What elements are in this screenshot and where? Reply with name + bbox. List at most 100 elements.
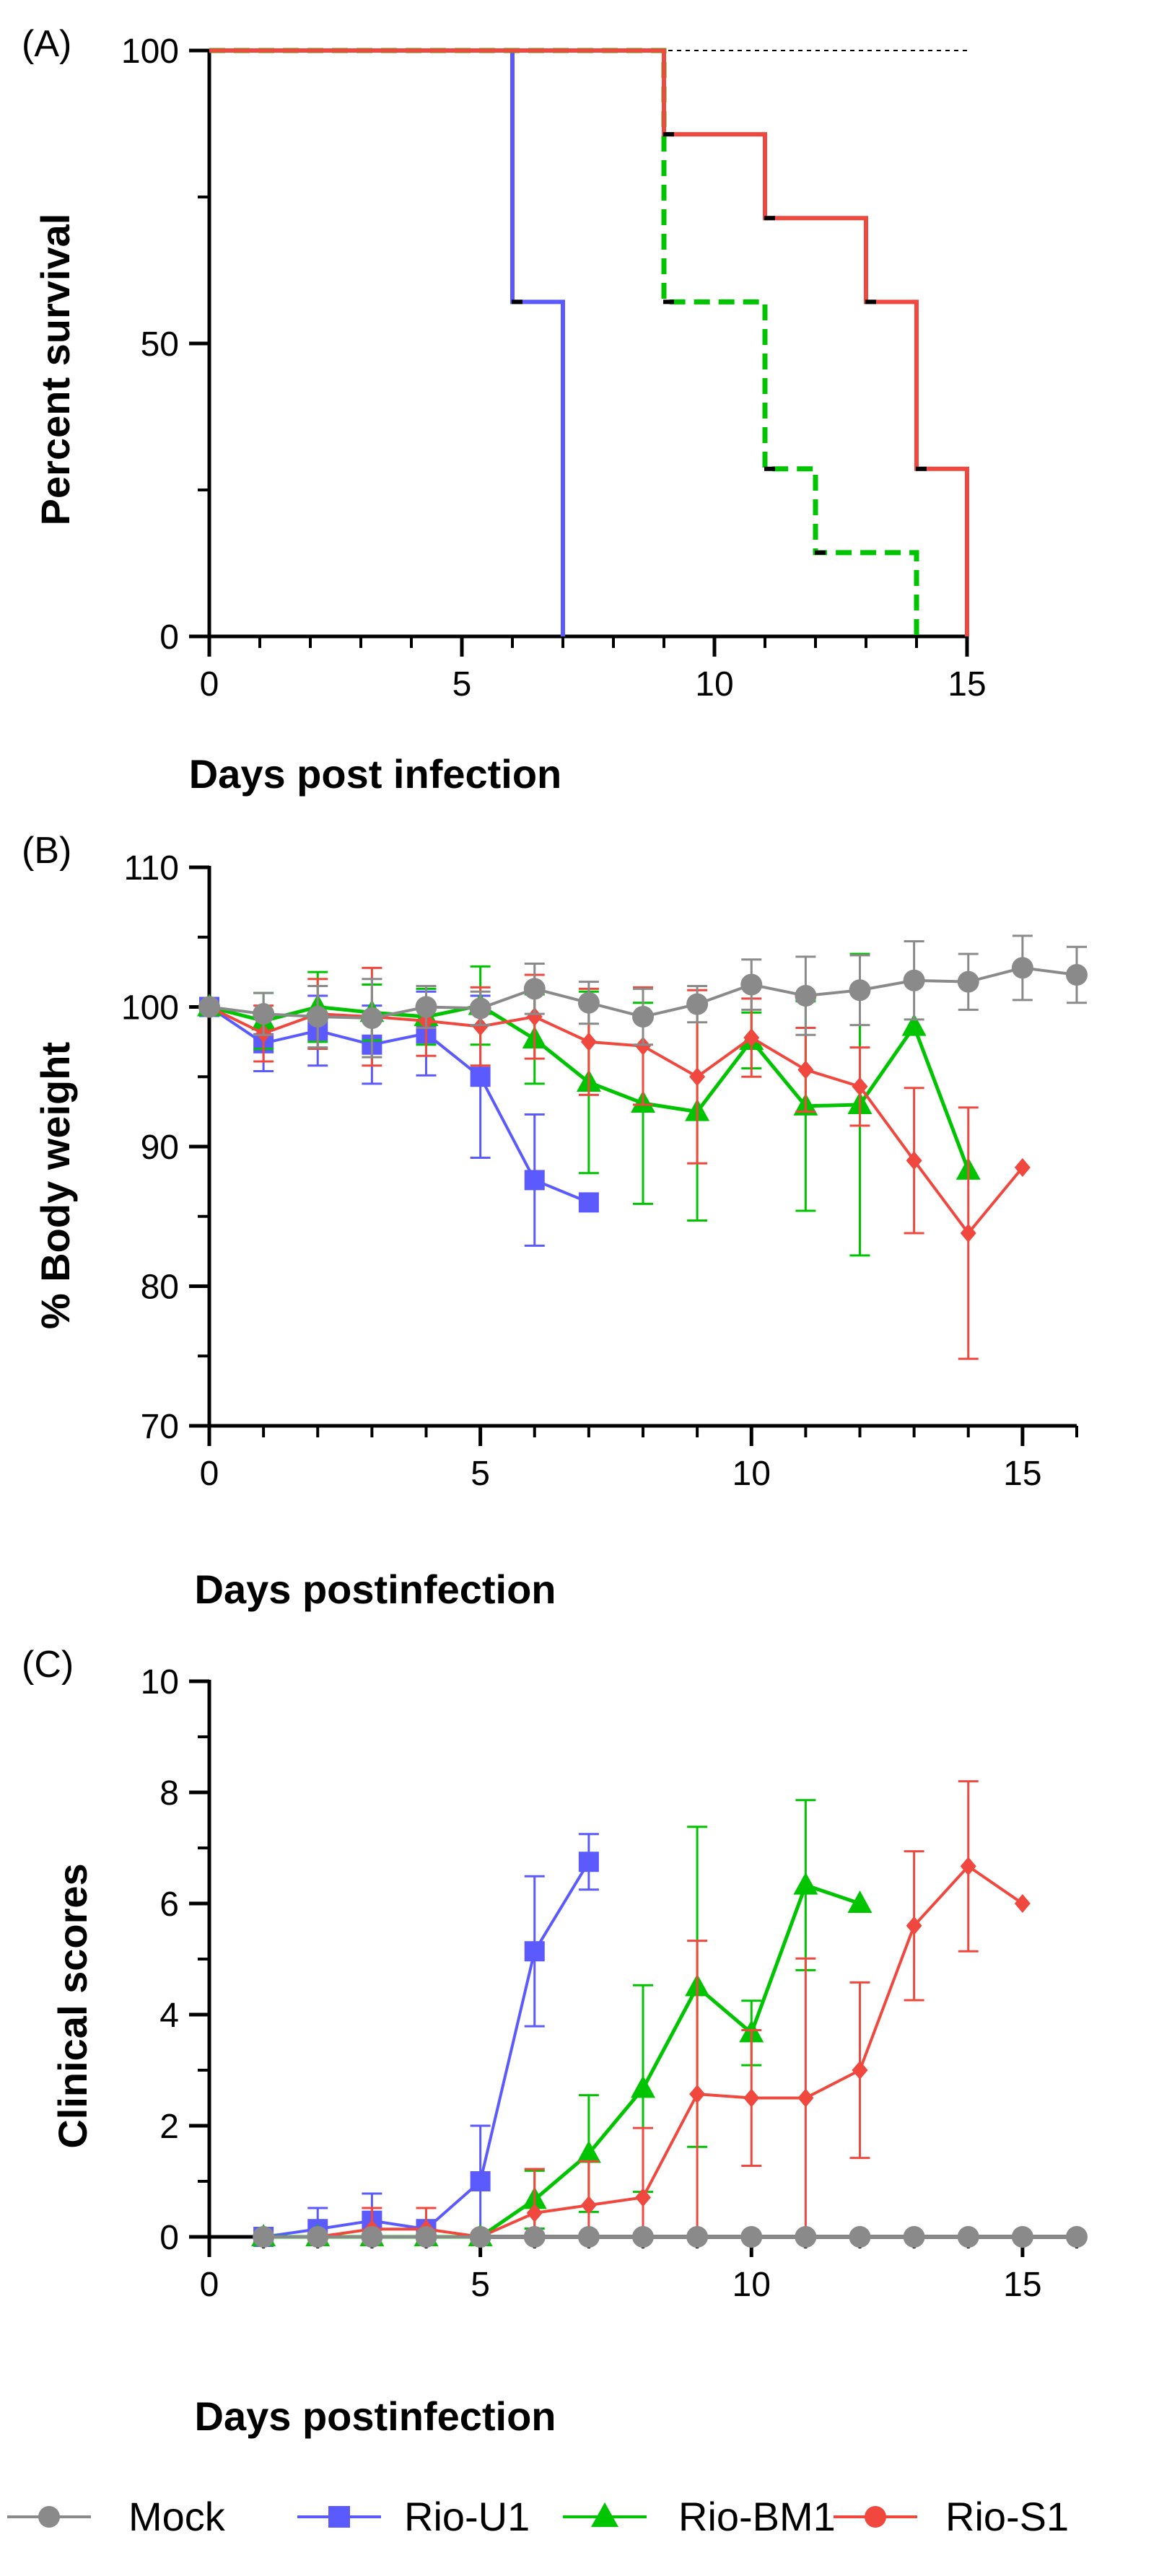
data-point-rio-u1 — [578, 1192, 599, 1213]
data-point-mock — [361, 2226, 383, 2248]
data-point-mock — [903, 2226, 925, 2248]
data-point-rio-u1 — [524, 1941, 545, 1962]
legend-item-rio-u1: Rio-U1 — [297, 2494, 530, 2539]
x-tick-label-survival: 15 — [948, 665, 986, 704]
legend-item-mock: Mock — [7, 2494, 226, 2539]
data-point-mock — [957, 971, 979, 993]
data-point-mock — [849, 979, 871, 1002]
y-tick-label-scores: 2 — [159, 2108, 179, 2146]
data-point-mock — [903, 969, 925, 991]
data-point-mock — [307, 1006, 329, 1028]
data-point-mock — [795, 2226, 817, 2248]
data-point-mock — [632, 1006, 654, 1028]
data-point-mock — [740, 2226, 763, 2248]
data-point-mock — [795, 985, 817, 1007]
legend-label-rio-s1: Rio-S1 — [945, 2494, 1069, 2539]
y-tick-label-weight: 70 — [141, 1408, 179, 1446]
y-tick-label-scores: 6 — [159, 1885, 179, 1924]
x-tick-label-scores: 15 — [1003, 2266, 1041, 2304]
legend-marker-rio-s1 — [865, 2506, 886, 2528]
data-point-mock — [523, 978, 546, 1000]
body-weight-chart-panel: (B) Days postinfection % Body weight 70 8… — [22, 830, 1088, 1612]
y-axis-title-survival: Percent survival — [32, 214, 78, 526]
y-axis-title-scores: Clinical scores — [50, 1863, 95, 2148]
data-point-mock — [1011, 2226, 1033, 2248]
data-point-mock — [307, 2226, 329, 2248]
x-tick-label-scores: 10 — [732, 2266, 771, 2304]
y-tick-label-weight: 110 — [123, 849, 179, 888]
data-point-rio-s1 — [689, 1067, 706, 1087]
data-point-rio-s1 — [472, 1017, 489, 1036]
x-tick-label-weight: 15 — [1003, 1455, 1041, 1493]
data-point-mock — [577, 2226, 600, 2248]
data-point-rio-s1 — [635, 2188, 651, 2207]
y-tick-label-weight: 100 — [121, 989, 179, 1028]
x-tick-label-scores: 5 — [471, 2266, 490, 2304]
data-point-rio-s1 — [797, 2088, 814, 2108]
y-axis-title-weight: % Body weight — [32, 1042, 78, 1329]
x-axis-title-weight: Days postinfection — [195, 1567, 556, 1612]
x-axis-title-survival: Days post infection — [189, 751, 562, 797]
data-point-rio-s1 — [797, 1060, 814, 1079]
data-point-rio-s1 — [526, 2203, 543, 2222]
data-point-rio-s1 — [960, 1857, 976, 1876]
data-point-rio-s1 — [580, 2196, 597, 2215]
x-tick-label-weight: 10 — [732, 1455, 771, 1493]
x-tick-label-survival: 0 — [200, 665, 219, 704]
data-point-rio-s1 — [1014, 1158, 1031, 1178]
data-point-rio-u1 — [470, 1066, 491, 1087]
x-axis-title-scores: Days postinfection — [195, 2393, 556, 2439]
legend-item-rio-bm1: Rio-BM1 — [563, 2494, 836, 2539]
y-tick-label-scores: 0 — [159, 2219, 179, 2257]
survival-line-rio-s1 — [209, 48, 969, 636]
legend-item-rio-s1: Rio-S1 — [834, 2494, 1069, 2539]
y-tick-label-survival: 100 — [121, 32, 179, 71]
data-point-mock — [198, 996, 220, 1018]
y-tick-label-survival: 50 — [141, 325, 179, 364]
data-point-mock — [361, 1007, 383, 1029]
panel-label-c: (C) — [22, 1644, 74, 1686]
data-point-rio-s1 — [852, 2061, 868, 2080]
data-point-mock — [469, 2226, 491, 2248]
clinical-scores-chart-panel: (C) Days postinfection Clinical scores 0… — [22, 1644, 1088, 2439]
data-point-mock — [415, 2226, 437, 2248]
data-point-rio-s1 — [743, 2088, 760, 2108]
data-point-mock — [740, 973, 763, 996]
y-tick-label-scores: 8 — [159, 1774, 179, 1813]
series-line-rio-u1 — [263, 1861, 590, 2238]
data-point-rio-s1 — [635, 1036, 651, 1056]
data-point-rio-bm1 — [847, 1891, 872, 1913]
data-point-rio-u1 — [470, 2171, 491, 2191]
data-point-rio-bm1 — [631, 2075, 655, 2098]
data-point-mock — [253, 1003, 275, 1025]
legend-label-mock: Mock — [128, 2494, 226, 2539]
data-point-mock — [523, 2226, 546, 2248]
survival-line-rio-u1 — [209, 48, 565, 636]
y-tick-label-weight: 80 — [141, 1269, 179, 1307]
data-point-rio-bm1 — [901, 1013, 927, 1036]
y-tick-label-scores: 10 — [141, 1663, 179, 1701]
data-point-mock — [957, 2226, 979, 2248]
x-tick-label-weight: 0 — [200, 1455, 219, 1493]
legend-label-rio-bm1: Rio-BM1 — [678, 2494, 836, 2539]
data-point-rio-s1 — [743, 1028, 760, 1048]
y-tick-label-scores: 4 — [159, 1997, 179, 2035]
data-point-mock — [686, 993, 709, 1015]
data-point-mock — [415, 996, 437, 1018]
legend-marker-rio-bm1 — [591, 2502, 618, 2527]
panel-label-b: (B) — [22, 830, 71, 872]
data-point-rio-bm1 — [576, 2140, 601, 2163]
data-point-rio-s1 — [960, 1223, 976, 1243]
y-tick-label-weight: 90 — [141, 1129, 179, 1167]
data-point-rio-s1 — [852, 1077, 868, 1096]
legend-marker-mock — [38, 2506, 60, 2528]
data-point-mock — [1066, 2226, 1088, 2248]
legend: Mock Rio-U1 Rio-BM1 Rio-S1 — [7, 2494, 1069, 2539]
data-point-rio-s1 — [689, 2085, 706, 2104]
x-tick-label-weight: 5 — [471, 1455, 490, 1493]
data-point-rio-s1 — [526, 1007, 543, 1027]
data-point-rio-u1 — [578, 1852, 599, 1872]
data-point-mock — [1011, 957, 1033, 979]
data-point-mock — [849, 2226, 871, 2248]
